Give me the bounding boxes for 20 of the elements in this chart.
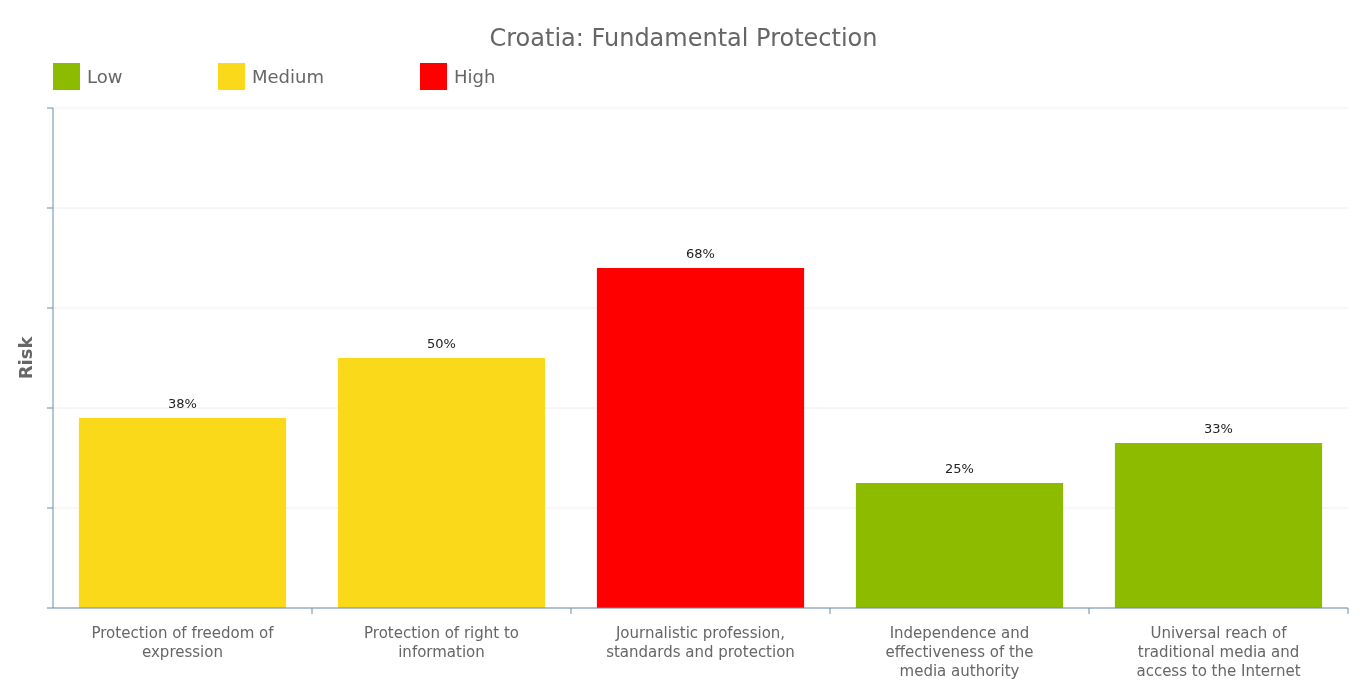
bar: [337, 358, 546, 608]
y-axis-title: Risk: [15, 335, 36, 380]
x-tick-label: Protection of freedom of expression: [91, 624, 275, 661]
bar: [855, 483, 1064, 608]
x-tick-label: Journalistic profession, standards and protection: [606, 624, 795, 661]
data-label: 38%: [168, 396, 197, 411]
data-label: 25%: [945, 461, 974, 476]
legend-label: Low: [87, 66, 123, 87]
bar: [78, 418, 287, 608]
x-tick-label: Protection of right to information: [364, 624, 519, 661]
data-label: 68%: [686, 246, 715, 261]
data-label: 33%: [1204, 421, 1233, 436]
x-tick-label: Independence and effectiveness of the media authority: [885, 624, 1034, 680]
chart-title: Croatia: Fundamental Protection: [489, 24, 878, 52]
bar: [596, 268, 805, 608]
legend-label: High: [454, 66, 496, 87]
legend-label: Medium: [252, 66, 324, 87]
data-label: 50%: [427, 336, 456, 351]
bar: [1114, 443, 1323, 608]
x-tick-label: Universal reach of traditional media and access to the Internet: [1136, 624, 1301, 680]
